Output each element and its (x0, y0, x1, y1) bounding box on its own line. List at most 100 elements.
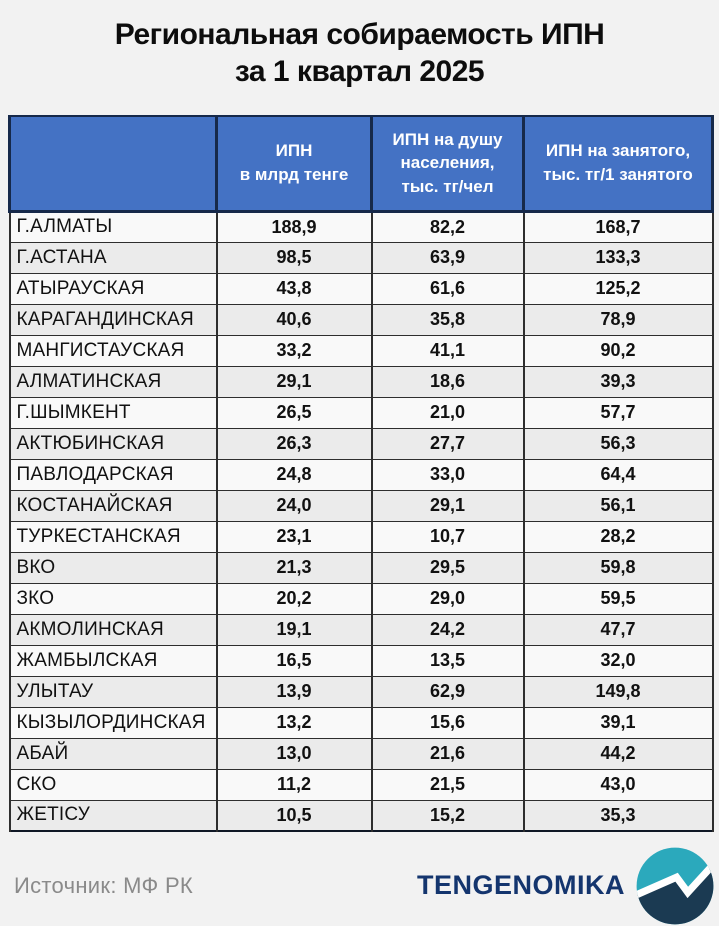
page-title: Региональная собираемость ИПН за 1 кварт… (114, 18, 605, 88)
region-cell: Г.ШЫМКЕНТ (8, 396, 218, 429)
value-cell: 24,2 (370, 613, 525, 646)
region-cell: КОСТАНАЙСКАЯ (8, 489, 218, 522)
value-cell: 35,3 (522, 799, 714, 832)
value-cell: 43,8 (215, 272, 373, 305)
table-body: Г.АЛМАТЫ 188,9 82,2 168,7 Г.АСТАНА 98,5 63,9 13… (8, 210, 714, 832)
table-row: ЖАМБЫЛСКАЯ 16,5 13,5 32,0 (8, 644, 714, 677)
table-row: ТУРКЕСТАНСКАЯ 23,1 10,7 28,2 (8, 520, 714, 553)
table-row: Г.АСТАНА 98,5 63,9 133,3 (8, 241, 714, 274)
value-cell: 13,9 (215, 675, 373, 708)
value-cell: 44,2 (522, 737, 714, 770)
table-row: КЫЗЫЛОРДИНСКАЯ 13,2 15,6 39,1 (8, 706, 714, 739)
value-cell: 13,0 (215, 737, 373, 770)
value-cell: 63,9 (370, 241, 525, 274)
ipn-table: ИПН в млрд тенге ИПН на душу населения, … (8, 115, 714, 832)
value-cell: 40,6 (215, 303, 373, 336)
region-cell: КАРАГАНДИНСКАЯ (8, 303, 218, 336)
region-cell: ЗКО (8, 582, 218, 615)
value-cell: 10,7 (370, 520, 525, 553)
source-note: Источник: МФ РК (14, 872, 194, 898)
value-cell: 168,7 (522, 210, 714, 243)
table-row: ПАВЛОДАРСКАЯ 24,8 33,0 64,4 (8, 458, 714, 491)
value-cell: 21,6 (370, 737, 525, 770)
value-cell: 61,6 (370, 272, 525, 305)
value-cell: 33,0 (370, 458, 525, 491)
value-cell: 57,7 (522, 396, 714, 429)
table-row: АЛМАТИНСКАЯ 29,1 18,6 39,3 (8, 365, 714, 398)
brand-wordmark: TENGENOMIKA (417, 870, 625, 900)
table-row: КАРАГАНДИНСКАЯ 40,6 35,8 78,9 (8, 303, 714, 336)
value-cell: 64,4 (522, 458, 714, 491)
table-row: АТЫРАУСКАЯ 43,8 61,6 125,2 (8, 272, 714, 305)
table-row: СКО 11,2 21,5 43,0 (8, 768, 714, 801)
table-row: УЛЫТАУ 13,9 62,9 149,8 (8, 675, 714, 708)
region-cell: УЛЫТАУ (8, 675, 218, 708)
value-cell: 149,8 (522, 675, 714, 708)
column-header-ipn-total: ИПН в млрд тенге (215, 115, 373, 213)
value-cell: 35,8 (370, 303, 525, 336)
value-cell: 133,3 (522, 241, 714, 274)
region-cell: АКТЮБИНСКАЯ (8, 427, 218, 460)
region-cell: КЫЗЫЛОРДИНСКАЯ (8, 706, 218, 739)
value-cell: 90,2 (522, 334, 714, 367)
value-cell: 24,0 (215, 489, 373, 522)
value-cell: 13,5 (370, 644, 525, 677)
value-cell: 21,0 (370, 396, 525, 429)
value-cell: 15,2 (370, 799, 525, 832)
header-row: ИПН в млрд тенге ИПН на душу населения, … (8, 115, 714, 213)
column-header-ipn-per-capita: ИПН на душу населения, тыс. тг/чел (370, 115, 525, 213)
value-cell: 59,8 (522, 551, 714, 584)
value-cell: 29,1 (215, 365, 373, 398)
value-cell: 43,0 (522, 768, 714, 801)
table-row: Г.АЛМАТЫ 188,9 82,2 168,7 (8, 210, 714, 243)
value-cell: 29,0 (370, 582, 525, 615)
table-row: АБАЙ 13,0 21,6 44,2 (8, 737, 714, 770)
table-row: КОСТАНАЙСКАЯ 24,0 29,1 56,1 (8, 489, 714, 522)
region-cell: МАНГИСТАУСКАЯ (8, 334, 218, 367)
value-cell: 29,1 (370, 489, 525, 522)
value-cell: 62,9 (370, 675, 525, 708)
value-cell: 98,5 (215, 241, 373, 274)
value-cell: 21,5 (370, 768, 525, 801)
value-cell: 56,1 (522, 489, 714, 522)
value-cell: 10,5 (215, 799, 373, 832)
value-cell: 41,1 (370, 334, 525, 367)
region-cell: АТЫРАУСКАЯ (8, 272, 218, 305)
region-cell: АКМОЛИНСКАЯ (8, 613, 218, 646)
value-cell: 26,3 (215, 427, 373, 460)
value-cell: 47,7 (522, 613, 714, 646)
table-row: АКТЮБИНСКАЯ 26,3 27,7 56,3 (8, 427, 714, 460)
table-row: АКМОЛИНСКАЯ 19,1 24,2 47,7 (8, 613, 714, 646)
region-cell: ЖАМБЫЛСКАЯ (8, 644, 218, 677)
table-row: МАНГИСТАУСКАЯ 33,2 41,1 90,2 (8, 334, 714, 367)
region-cell: ТУРКЕСТАНСКАЯ (8, 520, 218, 553)
table-container: ИПН в млрд тенге ИПН на душу населения, … (8, 115, 714, 832)
region-cell: АЛМАТИНСКАЯ (8, 365, 218, 398)
brand-block: TENGENOMIKA (417, 846, 715, 926)
value-cell: 82,2 (370, 210, 525, 243)
region-cell: ПАВЛОДАРСКАЯ (8, 458, 218, 491)
value-cell: 39,3 (522, 365, 714, 398)
value-cell: 27,7 (370, 427, 525, 460)
tengenomika-logo-icon (636, 847, 714, 924)
value-cell: 33,2 (215, 334, 373, 367)
table-row: ЗКО 20,2 29,0 59,5 (8, 582, 714, 615)
table-row: Г.ШЫМКЕНТ 26,5 21,0 57,7 (8, 396, 714, 429)
value-cell: 32,0 (522, 644, 714, 677)
value-cell: 18,6 (370, 365, 525, 398)
region-cell: СКО (8, 768, 218, 801)
column-header-region (8, 115, 218, 213)
footer: Источник: МФ РК TENGENOMIKA (0, 845, 719, 926)
value-cell: 188,9 (215, 210, 373, 243)
region-cell: ЖЕТІСУ (8, 799, 218, 832)
value-cell: 29,5 (370, 551, 525, 584)
value-cell: 28,2 (522, 520, 714, 553)
value-cell: 19,1 (215, 613, 373, 646)
value-cell: 125,2 (522, 272, 714, 305)
table-row: ЖЕТІСУ 10,5 15,2 35,3 (8, 799, 714, 832)
value-cell: 26,5 (215, 396, 373, 429)
value-cell: 59,5 (522, 582, 714, 615)
region-cell: ВКО (8, 551, 218, 584)
value-cell: 15,6 (370, 706, 525, 739)
value-cell: 20,2 (215, 582, 373, 615)
